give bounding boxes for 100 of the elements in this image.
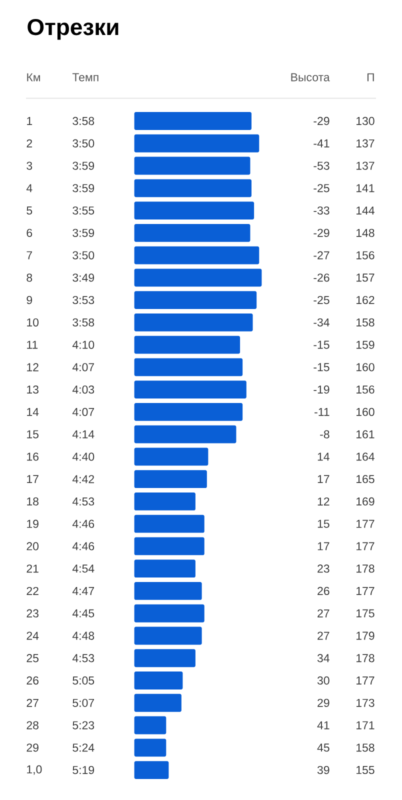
bar (134, 134, 260, 152)
y-tick-label: 8 (26, 274, 32, 282)
y-tick-label: 23 (26, 609, 38, 618)
bar (134, 560, 196, 578)
data-label: 144 (356, 206, 374, 214)
bar (134, 716, 166, 734)
data-label: 155 (356, 766, 374, 774)
data-label: 4:14 (72, 430, 94, 438)
data-label: -25 (314, 184, 330, 192)
data-label: -11 (314, 408, 330, 416)
data-label: 179 (356, 632, 374, 640)
y-tick-label: 9 (26, 296, 32, 304)
bar (134, 202, 254, 220)
data-label: -41 (314, 139, 330, 148)
data-label: 4:53 (72, 497, 94, 506)
data-label: 5:23 (72, 721, 94, 730)
data-label: -33 (314, 206, 330, 215)
data-label: 173 (356, 698, 374, 707)
data-label: 175 (356, 609, 374, 618)
y-tick-label: 14 (27, 408, 39, 416)
bar (134, 336, 240, 354)
data-label: 178 (356, 654, 374, 662)
y-tick-label: 12 (27, 363, 38, 372)
bar (134, 448, 208, 466)
y-tick-label: 29 (26, 744, 38, 752)
bar (134, 761, 169, 779)
bar (134, 313, 253, 332)
data-label: 4:54 (72, 564, 94, 573)
y-tick-label: 15 (27, 430, 39, 438)
data-label: 30 (317, 676, 330, 685)
text: П (367, 73, 374, 82)
data-label: 177 (356, 587, 374, 595)
bar (134, 537, 204, 556)
bar (134, 268, 262, 287)
y-tick-label: 26 (26, 676, 38, 685)
bar (134, 224, 250, 242)
data-label: 4:46 (72, 542, 94, 550)
data-label: 4:07 (72, 408, 94, 416)
data-label: 164 (356, 452, 374, 461)
bar (134, 738, 166, 757)
bar (134, 425, 236, 444)
y-tick-label: 16 (27, 452, 38, 461)
data-label: 141 (356, 184, 374, 192)
data-label: 160 (356, 408, 374, 416)
y-tick-label: 25 (26, 654, 39, 662)
y-tick-label: 2 (26, 139, 32, 148)
data-label: 156 (356, 385, 374, 394)
data-label: -15 (314, 340, 330, 349)
bar (134, 156, 250, 175)
data-label: 4:10 (72, 340, 94, 349)
bar (134, 582, 202, 600)
data-label: -8 (320, 430, 330, 438)
data-label: 159 (356, 340, 374, 349)
y-tick-label: 10 (27, 318, 39, 326)
data-label: 39 (317, 766, 330, 774)
data-label: 29 (318, 698, 330, 707)
data-label: 4:42 (72, 475, 94, 484)
bar (134, 179, 252, 198)
data-label: 26 (318, 586, 330, 596)
data-label: 15 (318, 520, 330, 528)
bar (134, 470, 207, 488)
data-label: 4:45 (72, 609, 94, 618)
chart-title: Отрезки (28, 18, 118, 40)
y-tick-label: 6 (26, 228, 32, 237)
y-tick-label: 3 (26, 162, 32, 170)
data-label: 162 (356, 296, 374, 304)
y-tick-label: 21 (26, 564, 38, 573)
bar (134, 492, 196, 510)
data-label: -15 (314, 363, 330, 372)
data-label: 3:59 (72, 162, 94, 170)
data-label: 12 (318, 497, 330, 506)
data-label: 34 (317, 654, 330, 662)
bar (134, 694, 182, 712)
data-label: 4:53 (72, 654, 94, 662)
bar (134, 514, 204, 533)
bar (134, 112, 252, 130)
data-label: -19 (314, 385, 330, 394)
text: Высота (291, 73, 330, 82)
data-label: 27 (318, 632, 330, 640)
data-label: 160 (356, 363, 374, 372)
data-label: 5:05 (72, 676, 94, 685)
data-label: 3:58 (72, 318, 94, 326)
data-label: -29 (314, 228, 330, 237)
data-label: 27 (318, 609, 330, 618)
data-label: 178 (356, 564, 374, 573)
data-label: 171 (356, 721, 374, 730)
y-tick-label: 4 (26, 184, 32, 192)
data-label: 41 (317, 721, 330, 730)
data-label: 165 (356, 475, 374, 484)
data-label: 3:49 (72, 274, 94, 282)
y-tick-label: 11 (27, 340, 38, 349)
data-label: 5:24 (72, 744, 94, 752)
data-label: 158 (356, 318, 374, 326)
y-axis-title: Км (27, 73, 40, 82)
bar (134, 649, 196, 668)
y-tick-label: 22 (26, 586, 38, 595)
y-tick-label: 13 (27, 385, 38, 394)
data-label: 4:07 (72, 363, 94, 372)
data-label: 169 (356, 497, 374, 506)
y-tick-label: 24 (26, 632, 39, 640)
